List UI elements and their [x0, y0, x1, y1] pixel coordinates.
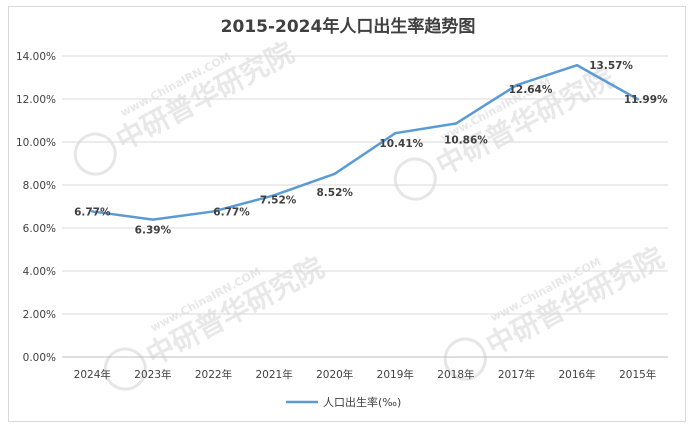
data-label: 6.77%	[74, 206, 111, 218]
y-tick-label: 10.00%	[16, 137, 56, 149]
x-tick-label: 2017年	[498, 368, 535, 381]
series-line	[91, 63, 639, 221]
watermark-logo-icon	[393, 157, 437, 201]
watermark-logo-icon	[73, 132, 117, 176]
legend: 人口出生率(‰)	[286, 395, 401, 409]
legend-label: 人口出生率(‰)	[323, 395, 401, 409]
chart-title: 2015-2024年人口出生率趋势图	[221, 16, 476, 37]
y-tick-label: 2.00%	[23, 309, 56, 321]
y-axis-ticks: 0.00% 2.00% 4.00% 6.00% 8.00% 10.00% 12.00% 14.…	[16, 51, 56, 364]
data-label: 10.86%	[444, 135, 488, 147]
data-point	[333, 172, 336, 176]
data-point	[394, 131, 397, 135]
x-tick-label: 2021年	[255, 368, 292, 381]
watermark-logo-icon	[103, 347, 147, 391]
data-label: 11.99%	[624, 94, 668, 106]
y-tick-label: 12.00%	[16, 94, 56, 106]
data-point	[272, 194, 276, 197]
data-label: 6.39%	[135, 225, 172, 237]
x-tick-label: 2015年	[619, 368, 656, 381]
data-point	[454, 122, 458, 125]
x-tick-label: 2018年	[437, 368, 474, 381]
y-tick-label: 4.00%	[23, 266, 56, 278]
x-tick-label: 2019年	[377, 368, 414, 381]
data-point	[91, 210, 94, 213]
watermark-logo-icon	[443, 337, 487, 381]
data-point	[212, 210, 215, 213]
x-tick-label: 2024年	[74, 368, 111, 381]
x-axis-ticks: 2024年 2023年 2022年 2021年 2020年 2019年 2018年 2017年…	[74, 368, 657, 381]
data-point	[151, 218, 155, 221]
data-label: 13.57%	[589, 60, 633, 72]
series-group	[91, 63, 639, 221]
y-tick-label: 6.00%	[23, 223, 56, 235]
y-tick-label: 14.00%	[16, 51, 56, 63]
x-tick-label: 2016年	[558, 368, 595, 381]
gridlines	[62, 55, 668, 358]
x-tick-label: 2020年	[316, 368, 353, 381]
x-tick-label: 2022年	[195, 368, 232, 381]
data-point	[636, 98, 639, 101]
y-tick-label: 8.00%	[23, 180, 56, 192]
data-label: 12.64%	[509, 84, 553, 96]
data-label: 8.52%	[316, 187, 353, 199]
data-point	[575, 64, 579, 67]
x-tick-label: 2023年	[134, 368, 171, 381]
data-label: 6.77%	[213, 206, 250, 218]
data-label: 7.52%	[260, 194, 297, 206]
y-tick-label: 0.00%	[23, 352, 56, 364]
data-point	[515, 84, 518, 87]
chart-frame	[8, 6, 686, 422]
data-label: 10.41%	[379, 138, 423, 150]
data-labels: 6.77% 6.39% 6.77% 7.52% 8.52% 10.41% 10.86% 12.…	[74, 60, 668, 236]
